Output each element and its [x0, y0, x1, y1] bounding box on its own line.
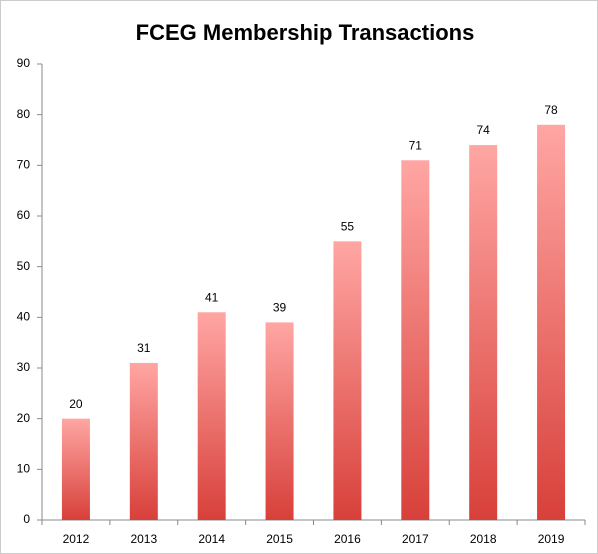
data-label: 20	[69, 397, 83, 411]
data-label: 41	[205, 290, 219, 304]
data-label: 55	[341, 220, 355, 234]
y-tick-label: 80	[17, 107, 31, 121]
y-tick-label: 70	[17, 158, 31, 172]
bar	[469, 145, 498, 521]
x-tick-label: 2018	[470, 532, 497, 546]
y-tick-label: 30	[17, 360, 31, 374]
bar	[333, 241, 362, 521]
bar	[401, 160, 430, 520]
x-tick-label: 2019	[538, 532, 565, 546]
data-label: 71	[409, 138, 423, 152]
bar	[265, 322, 294, 520]
y-tick-label: 20	[17, 411, 31, 425]
y-tick-label: 60	[17, 208, 31, 222]
bar	[537, 124, 566, 521]
chart-title: FCEG Membership Transactions	[136, 20, 475, 45]
y-tick-label: 50	[17, 259, 31, 273]
data-label: 39	[273, 301, 287, 315]
x-tick-label: 2014	[198, 532, 225, 546]
x-tick-label: 2012	[63, 532, 90, 546]
bar	[129, 362, 158, 520]
data-label: 31	[137, 341, 151, 355]
y-tick-label: 0	[23, 512, 30, 526]
data-label: 78	[544, 103, 558, 117]
x-tick-label: 2016	[334, 532, 361, 546]
x-tick-label: 2015	[266, 532, 293, 546]
x-tick-label: 2013	[130, 532, 157, 546]
y-tick-label: 10	[17, 462, 31, 476]
bar	[197, 312, 226, 520]
y-tick-label: 40	[17, 310, 31, 324]
x-tick-label: 2017	[402, 532, 429, 546]
bar	[61, 418, 90, 520]
data-label: 74	[477, 123, 491, 137]
y-tick-label: 90	[17, 56, 31, 70]
